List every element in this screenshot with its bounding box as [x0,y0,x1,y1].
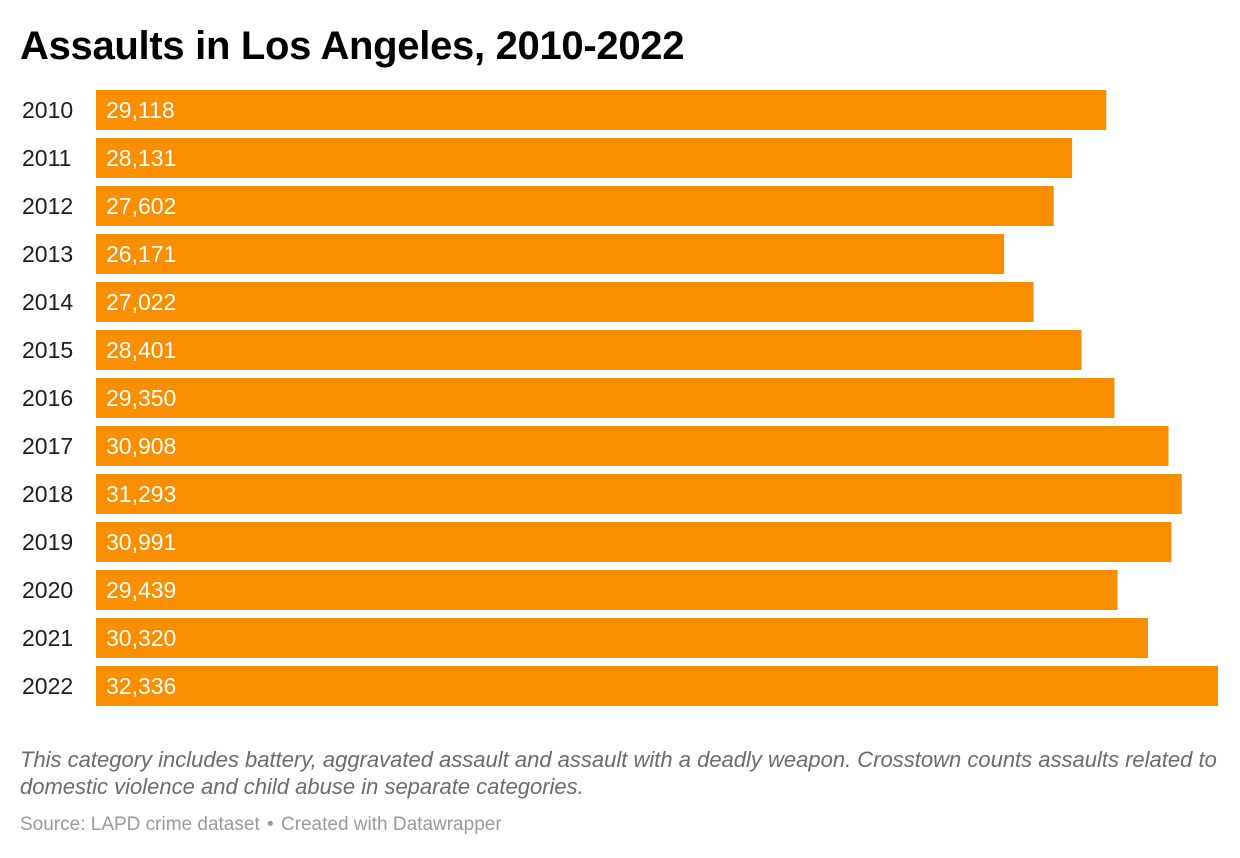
bars [96,90,1218,706]
bar-chart: 2010 2011 2012 2013 2014 2015 2016 2017 2018 2019… [22,90,1218,706]
chart-notes: This category includes battery, aggravat… [20,747,1217,799]
bar-value-label: 28,401 [106,337,176,363]
bar [96,282,1034,322]
year-label: 2017 [22,433,73,459]
footer-separator: • [267,814,274,835]
bar [96,666,1218,706]
bar-value-label: 27,602 [106,193,176,219]
year-label: 2021 [22,625,73,651]
year-label: 2014 [22,289,73,315]
bar-value-label: 29,118 [106,97,175,123]
chart-title: Assaults in Los Angeles, 2010-2022 [20,24,685,68]
bar-value-label: 29,350 [106,385,176,411]
year-label: 2016 [22,385,73,411]
bar-value-label: 32,336 [106,673,176,699]
bar [96,378,1115,418]
bar [96,234,1005,274]
year-label: 2022 [22,673,73,699]
bar [96,138,1073,178]
bar-value-label: 27,022 [106,289,176,315]
year-label: 2011 [22,145,71,171]
chart-footer: Source: LAPD crime dataset • Created wit… [20,813,502,837]
bar-value-label: 29,439 [106,577,176,603]
bar-value-label: 28,131 [106,145,176,171]
bar [96,474,1182,514]
year-label: 2015 [22,337,73,363]
year-label: 2010 [22,97,73,123]
year-labels: 2010 2011 2012 2013 2014 2015 2016 2017 2018 2019… [22,97,73,699]
bar [96,426,1169,466]
bar [96,186,1054,226]
source-text: Source: LAPD crime dataset [20,814,260,835]
bar [96,570,1118,610]
bar-value-label: 30,991 [106,529,176,555]
year-label: 2019 [22,529,73,555]
bar [96,522,1172,562]
bar [96,330,1082,370]
year-label: 2013 [22,241,73,267]
bar-value-label: 31,293 [106,481,176,507]
bar-value-label: 30,908 [106,433,176,459]
bar-value-label: 30,320 [106,625,176,651]
year-label: 2012 [22,193,73,219]
year-label: 2020 [22,577,73,603]
bar-value-label: 26,171 [106,241,176,267]
value-labels: 29,118 28,131 27,602 26,171 27,022 28,401 29,3… [106,97,176,699]
credit-text: Created with Datawrapper [280,814,502,835]
bar [96,618,1148,658]
bar [96,90,1107,130]
year-label: 2018 [22,481,73,507]
